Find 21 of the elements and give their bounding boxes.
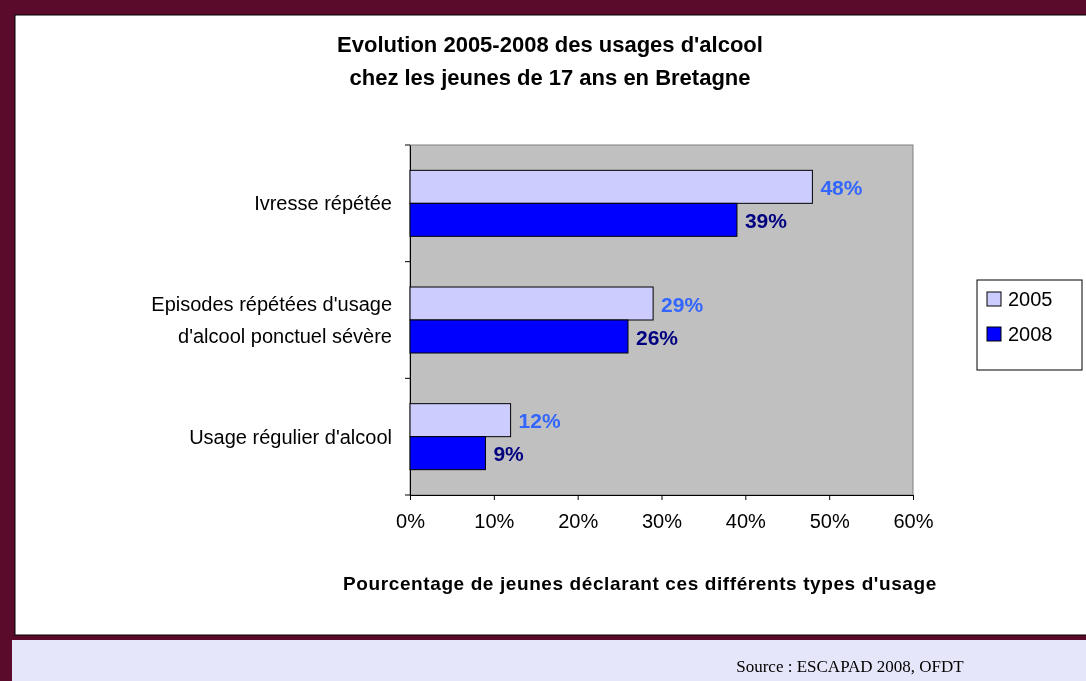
y-tick-label: Usage régulier d'alcool [189, 425, 392, 448]
x-tick-label: 40% [725, 510, 767, 533]
legend-label: 2005 [1008, 288, 1053, 310]
x-tick-label: 20% [558, 510, 599, 533]
x-tick-label: 30% [641, 510, 683, 533]
data-label: 12% [518, 409, 561, 433]
source-note: Source : ESCAPAD 2008, OFDT [736, 657, 965, 676]
data-label: 26% [635, 325, 679, 349]
chart-title: Evolution 2005-2008 des usages d'alcool chez les jeunes de 17 ans en Bretagne [337, 32, 763, 90]
x-tick-label: 0% [396, 510, 426, 533]
x-tick-label: 60% [893, 510, 934, 533]
y-tick-label: Episodes répétées d'usage d'alcool ponctuel sévère [151, 293, 392, 347]
y-tick-label: Ivresse répétée [254, 192, 392, 215]
x-tick-label: 50% [809, 510, 850, 533]
data-label: 9% [493, 442, 525, 466]
x-tick-label: 10% [474, 510, 515, 533]
legend-label: 2008 [1008, 323, 1053, 345]
data-label: 39% [744, 208, 788, 232]
data-label: 29% [661, 292, 704, 316]
data-label: 48% [820, 175, 863, 199]
x-axis-title: Pourcentage de jeunes déclarant ces différents types d'usage [343, 573, 937, 594]
